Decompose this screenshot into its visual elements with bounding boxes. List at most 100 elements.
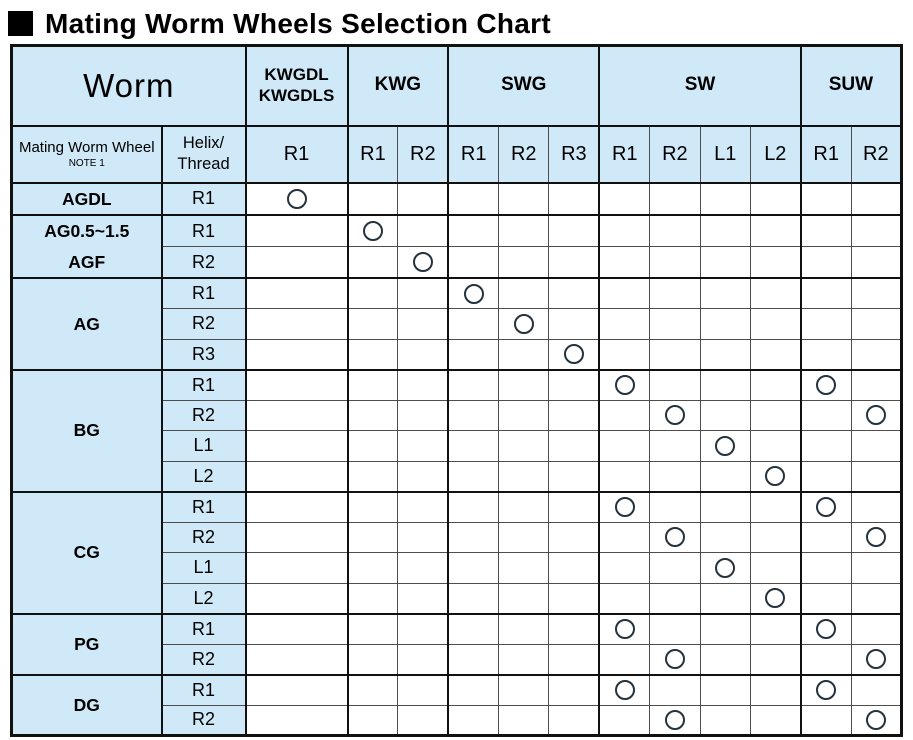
table-row: L2 (12, 582, 903, 614)
selection-mark-circle-icon (816, 619, 837, 639)
mark-cell (447, 430, 500, 462)
mark-cell (548, 277, 600, 309)
mark-cell (699, 490, 751, 523)
mark-cell (447, 643, 500, 675)
row-group-label-cell-ag: AG (11, 277, 162, 370)
mark-cell (598, 704, 651, 736)
column-group-header-suw: SUW (799, 45, 902, 126)
table-row: R2 (12, 643, 903, 675)
mark-cell (548, 552, 600, 584)
mark-cell (498, 490, 550, 523)
mark-cell (346, 673, 399, 706)
mark-cell (799, 612, 852, 645)
column-header-cell: R1 (244, 124, 349, 183)
row-group-label-lines: BG (13, 415, 161, 446)
mark-cell (244, 704, 349, 736)
helix-value-cell: R2 (160, 308, 247, 340)
mark-cell (346, 612, 399, 645)
mark-cell (346, 399, 399, 431)
row-group-label-line: CG (73, 542, 100, 563)
column-group-header-kwg: KWG (346, 45, 449, 126)
mark-cell (447, 246, 500, 279)
selection-mark-circle-icon (765, 588, 786, 608)
table-row: AG R1 (11, 277, 903, 370)
mark-cell (498, 612, 550, 645)
page-title: Mating Worm Wheels Selection Chart (0, 0, 913, 40)
selection-mark-circle-icon (664, 527, 685, 548)
table-head: Worm KWGDL KWGDLS KWG SWG SW SUW Mating Worm Wh… (10, 45, 903, 183)
page-title-text: Mating Worm Wheels Selection Chart (45, 7, 551, 39)
table-row: DG R1 (11, 673, 903, 736)
helix-value-cell: R1 (160, 181, 247, 216)
mark-cell (548, 460, 600, 492)
mark-cell (244, 552, 349, 584)
mark-cell (598, 214, 651, 247)
column-header-cell: L1 (699, 124, 751, 183)
mark-cell (850, 368, 903, 401)
mark-cell (749, 308, 802, 340)
row-group-label-cell-pg: PG (11, 612, 162, 675)
mark-cell (548, 338, 600, 370)
row-group-label-line: DG (73, 694, 100, 715)
mark-cell (548, 673, 600, 706)
mark-cell (548, 214, 600, 247)
mark-cell (749, 612, 802, 645)
mark-cell (244, 430, 349, 462)
mark-cell (598, 460, 651, 492)
helix-value-cell: R2 (160, 399, 247, 431)
row-group-label-lines: AG0.5~1.5 AGF (13, 217, 161, 277)
column-header-cell: L2 (749, 124, 802, 183)
mark-cell (598, 643, 651, 675)
mark-cell (548, 399, 600, 431)
mark-cell (699, 582, 751, 614)
table-row: AG0.5~1.5 AGF R1 (11, 214, 903, 279)
mark-cell (850, 277, 903, 309)
mark-cell (397, 181, 449, 216)
mark-cell (649, 612, 701, 645)
selection-mark-circle-icon (664, 709, 685, 730)
table-row: R2 (12, 399, 903, 431)
mark-cell (749, 704, 802, 736)
row-header-cell: Mating Worm Wheel NOTE 1 (11, 124, 162, 183)
column-header-cell: R1 (346, 124, 399, 183)
selection-mark-circle-icon (614, 680, 635, 700)
mark-cell (244, 460, 349, 492)
mark-cell (699, 181, 751, 216)
mark-cell (799, 214, 852, 247)
table-row: PG R1 (11, 612, 903, 675)
mark-cell (649, 643, 701, 675)
mark-cell (397, 246, 449, 279)
mark-cell (799, 673, 852, 706)
selection-table: Worm KWGDL KWGDLS KWG SWG SW SUW Mating Worm Wh… (10, 44, 903, 737)
mark-cell (447, 277, 500, 309)
selection-mark-circle-icon (614, 497, 635, 517)
mark-cell (346, 430, 399, 462)
mark-cell (649, 338, 701, 370)
selection-mark-circle-icon (865, 709, 886, 730)
mark-cell (699, 521, 751, 553)
mark-cell (850, 643, 903, 675)
mark-cell (598, 521, 651, 553)
mark-cell (598, 277, 651, 309)
mark-cell (447, 490, 500, 523)
mark-cell (749, 368, 802, 401)
mark-cell (397, 612, 449, 645)
mark-cell (598, 490, 651, 523)
mark-cell (799, 368, 852, 401)
selection-mark-circle-icon (664, 405, 685, 426)
row-group-label-line: AGF (68, 251, 106, 272)
table-row: L2 (12, 460, 903, 492)
table-row: L1 (12, 430, 903, 462)
mark-cell (799, 490, 852, 523)
mark-cell (244, 521, 349, 553)
mark-cell (799, 277, 852, 309)
column-group-header-kwgdl-kwgdls: KWGDL KWGDLS (244, 45, 349, 126)
column-group-header-swg: SWG (447, 45, 600, 126)
header-row-groups: Worm KWGDL KWGDLS KWG SWG SW SUW (10, 45, 902, 126)
mark-cell (649, 552, 701, 584)
mark-cell (397, 552, 449, 584)
mark-cell (447, 338, 500, 370)
mark-cell (850, 582, 903, 614)
row-group-label-lines: PG (13, 629, 161, 660)
selection-mark-circle-icon (412, 252, 433, 272)
